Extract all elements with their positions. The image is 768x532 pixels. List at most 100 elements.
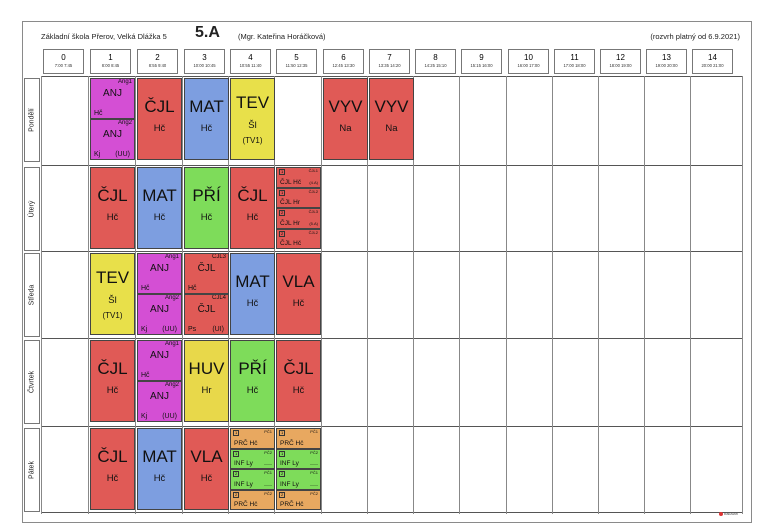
- lesson-cell[interactable]: TEV Šl (TV1): [230, 78, 275, 160]
- day-name: Pátek: [28, 461, 36, 479]
- lesson-cell[interactable]: ČJL Hč: [90, 428, 135, 510]
- group-label: PČ2: [264, 490, 272, 496]
- period-time: 12:45 13:30: [332, 63, 355, 68]
- lesson-teacher: Hč: [200, 473, 213, 484]
- group-label: PČ1: [310, 429, 318, 434]
- week-number: 1: [279, 169, 286, 175]
- subgroup-lesson-cell[interactable]: 2 PČ1 INF Ly ——: [230, 469, 275, 490]
- lesson-subject: ČJL: [283, 359, 314, 378]
- lesson-cell[interactable]: ČJL Hč: [230, 167, 275, 249]
- subgroup-lesson-cell[interactable]: 1 PČ1 PRČ Hč: [230, 428, 275, 449]
- group-lesson-cell[interactable]: Ang2 ANJ Kj (UU): [137, 294, 182, 335]
- day-label: Čtvrtek: [24, 340, 40, 424]
- group-label: ČJL2: [308, 188, 318, 194]
- lesson-subject: ČJL: [237, 186, 268, 205]
- lesson-subject: MAT: [142, 447, 177, 466]
- period-time: 10:55 11:40: [239, 63, 262, 68]
- lesson-teacher: Hč: [246, 298, 259, 309]
- row-divider: [41, 251, 742, 252]
- lesson-cell[interactable]: PŘÍ Hč: [184, 167, 229, 249]
- group-label: Ang2: [164, 382, 179, 388]
- lesson-cell[interactable]: MAT Hč: [137, 428, 182, 510]
- lesson-text: INF Ly: [280, 460, 299, 467]
- period-header: 14 20:00 21:00: [692, 49, 733, 74]
- school-name: Základní škola Přerov, Velká Dlážka 5: [41, 32, 167, 41]
- column-divider: [506, 76, 507, 514]
- week-number: 1: [279, 450, 286, 457]
- lesson-subject: ANJ: [150, 263, 169, 274]
- lesson-text: INF Ly: [234, 480, 253, 488]
- lesson-subject: TEV: [95, 268, 130, 287]
- lesson-teacher: Kj: [141, 413, 148, 420]
- lesson-teacher: Hč: [141, 372, 150, 379]
- subgroup-lesson-cell[interactable]: 1 ČJL1 ČJL Hč (4.A): [276, 167, 321, 188]
- day-name: Čtvrtek: [28, 370, 36, 394]
- week-number: 1: [279, 189, 286, 196]
- lesson-teacher: Hč: [153, 123, 166, 134]
- group-lesson-cell[interactable]: Ang2 ANJ Kj (UU): [90, 119, 135, 160]
- lesson-subject: PŘÍ: [192, 186, 221, 205]
- lesson-cell[interactable]: VLA Hč: [184, 428, 229, 510]
- period-number: 7: [387, 53, 392, 62]
- lesson-teacher: Hč: [141, 285, 150, 292]
- lesson-cell[interactable]: ČJL Hč: [276, 340, 321, 422]
- week-number: 2: [233, 471, 240, 477]
- lesson-cell[interactable]: HUV Hr: [184, 340, 229, 422]
- column-divider: [598, 76, 599, 514]
- lesson-cell[interactable]: TEV Šl (TV1): [90, 253, 135, 335]
- row-divider: [41, 165, 742, 166]
- subgroup-lesson-cell[interactable]: 1 ČJL2 ČJL Hr: [276, 187, 321, 208]
- lesson-cell[interactable]: PŘÍ Hč: [230, 340, 275, 422]
- lesson-cell[interactable]: VLA Hč: [276, 253, 321, 335]
- group-lesson-cell[interactable]: ČJL3 ČJL Hč: [184, 253, 229, 294]
- lesson-text: ČJL Hč: [280, 178, 302, 186]
- subgroup-lesson-cell[interactable]: 2 PČ2 PRČ Hč: [276, 489, 321, 510]
- subgroup-lesson-cell[interactable]: 2 ČJL2 ČJL Hč: [276, 228, 321, 249]
- column-divider: [644, 76, 645, 514]
- lesson-subject: VLA: [190, 447, 223, 466]
- lesson-room: (UU): [162, 326, 177, 333]
- lesson-cell[interactable]: VYV Na: [323, 78, 368, 160]
- lesson-room: (UI): [212, 326, 224, 333]
- subgroup-lesson-cell[interactable]: 1 PČ2 INF Ly ——: [230, 448, 275, 469]
- subgroup-lesson-cell[interactable]: 1 PČ2 INF Ly ——: [276, 448, 321, 469]
- period-number: 12: [616, 53, 625, 62]
- lesson-teacher: Na: [385, 123, 398, 134]
- group-lesson-cell[interactable]: Ang1 ANJ Hč: [137, 253, 182, 294]
- lesson-subject: ČJL: [97, 447, 128, 466]
- period-time: 16:00 17:00: [517, 63, 540, 68]
- group-lesson-cell[interactable]: ČJL4 ČJL Ps (UI): [184, 294, 229, 335]
- lesson-room: (TV1): [242, 136, 263, 145]
- subgroup-lesson-cell[interactable]: 2 PČ1 INF Ly ——: [276, 469, 321, 490]
- group-lesson-cell[interactable]: Ang2 ANJ Kj (UU): [137, 381, 182, 422]
- group-lesson-cell[interactable]: Ang1 ANJ Hč: [90, 78, 135, 119]
- lesson-cell[interactable]: MAT Hč: [137, 167, 182, 249]
- lesson-cell[interactable]: ČJL Hč: [90, 167, 135, 249]
- lesson-teacher: Hr: [201, 385, 212, 396]
- subgroup-lesson-cell[interactable]: 2 PČ2 PRČ Hč: [230, 489, 275, 510]
- week-number: 2: [279, 491, 286, 498]
- subgroup-lesson-cell[interactable]: 1 PČ1 PRČ Hč: [276, 428, 321, 449]
- lesson-cell[interactable]: ČJL Hč: [90, 340, 135, 422]
- lesson-room: (5.A): [309, 220, 318, 226]
- period-header: 8 14:25 15:10: [415, 49, 456, 74]
- group-lesson-cell[interactable]: Ang1 ANJ Hč: [137, 340, 182, 381]
- group-label: Ang2: [117, 120, 132, 126]
- lesson-cell[interactable]: VYV Na: [369, 78, 414, 160]
- lesson-room: (UU): [115, 151, 130, 158]
- subgroup-lesson-cell[interactable]: 2 ČJL3 ČJL Hr (5.A): [276, 208, 321, 229]
- row-divider: [41, 338, 742, 339]
- period-time: 17:00 18:00: [563, 63, 586, 68]
- lesson-room: (4.A): [309, 179, 318, 185]
- lesson-text: INF Ly: [280, 480, 299, 488]
- lesson-cell[interactable]: ČJL Hč: [137, 78, 182, 160]
- lesson-teacher: Hč: [246, 385, 259, 396]
- lesson-cell[interactable]: MAT Hč: [230, 253, 275, 335]
- week-number: 2: [279, 471, 286, 477]
- lesson-cell[interactable]: MAT Hč: [184, 78, 229, 160]
- period-header: 5 11:50 12:35: [276, 49, 317, 74]
- period-header: 6 12:45 13:30: [323, 49, 364, 74]
- lesson-room: ——: [264, 481, 272, 487]
- group-label: PČ1: [264, 470, 272, 475]
- lesson-subject: MAT: [189, 97, 224, 116]
